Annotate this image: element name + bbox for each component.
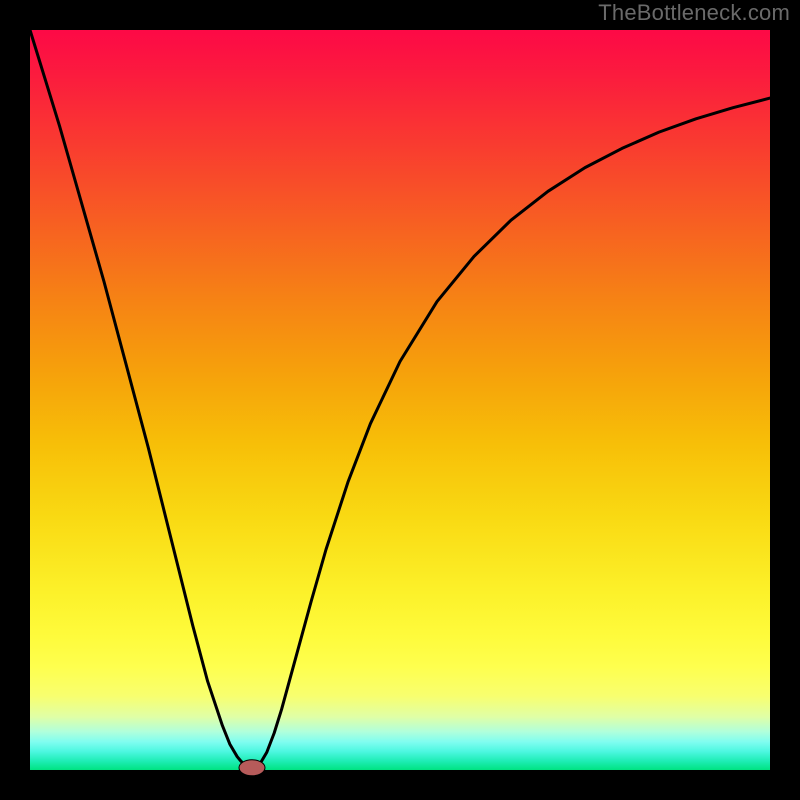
chart-container: TheBottleneck.com [0,0,800,800]
bottleneck-curve-plot [0,0,800,800]
plot-background [30,30,770,770]
optimum-marker [239,760,265,776]
watermark-text: TheBottleneck.com [598,0,790,26]
